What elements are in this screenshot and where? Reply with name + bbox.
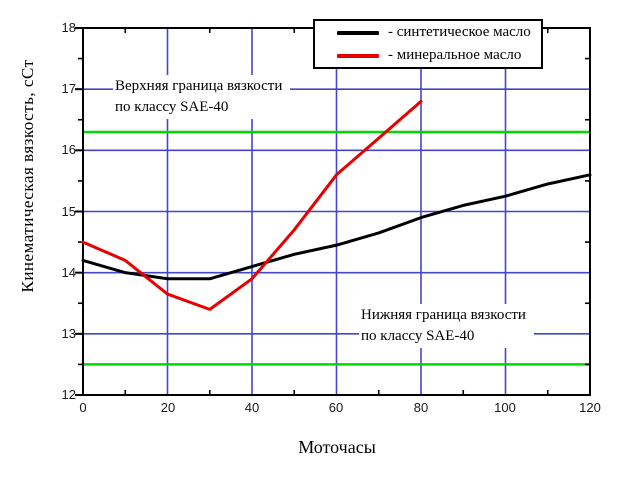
lower-bound-line1: Нижняя граница вязкости xyxy=(361,307,526,323)
y-tick-label-12: 12 xyxy=(61,387,76,402)
x-tick-label-80: 80 xyxy=(413,400,429,415)
y-tick-label-13: 13 xyxy=(61,326,76,341)
x-tick-label-0: 0 xyxy=(79,400,87,415)
x-axis-title: Моточасы xyxy=(298,437,376,457)
y-tick-label-14: 14 xyxy=(61,265,76,280)
lower-bound-line2: по классу SAE-40 xyxy=(361,328,475,344)
x-tick-label-20: 20 xyxy=(160,400,176,415)
x-tick-label-100: 100 xyxy=(494,400,516,415)
x-tick-label-120: 120 xyxy=(579,400,601,415)
upper-bound-annotation: Верхняя граница вязкости по классу SAE-4… xyxy=(113,75,291,119)
upper-bound-line2: по классу SAE-40 xyxy=(115,99,229,115)
y-axis-title: Кинематическая вязкость, сСт xyxy=(18,59,37,293)
y-tick-label-17: 17 xyxy=(61,81,76,96)
y-tick-label-15: 15 xyxy=(61,204,76,219)
y-tick-label-16: 16 xyxy=(61,142,76,157)
x-tick-label-60: 60 xyxy=(328,400,344,415)
y-tick-label-18: 18 xyxy=(61,20,76,35)
legend-label-synthetic-oil: - синтетическое масло xyxy=(388,24,531,40)
lower-bound-annotation: Нижняя граница вязкости по классу SAE-40 xyxy=(359,304,534,348)
legend-item-mineral-oil: - минеральное масло xyxy=(337,47,541,65)
legend-item-synthetic-oil: - синтетическое масло xyxy=(337,24,541,42)
legend-label-mineral-oil: - минеральное масло xyxy=(388,47,522,63)
legend-swatch-mineral-oil xyxy=(337,53,379,58)
x-tick-label-40: 40 xyxy=(244,400,260,415)
legend-swatch-synthetic-oil xyxy=(337,30,379,35)
upper-bound-line1: Верхняя граница вязкости xyxy=(115,78,283,94)
legend: - синтетическое масло - минеральное масл… xyxy=(313,19,543,69)
